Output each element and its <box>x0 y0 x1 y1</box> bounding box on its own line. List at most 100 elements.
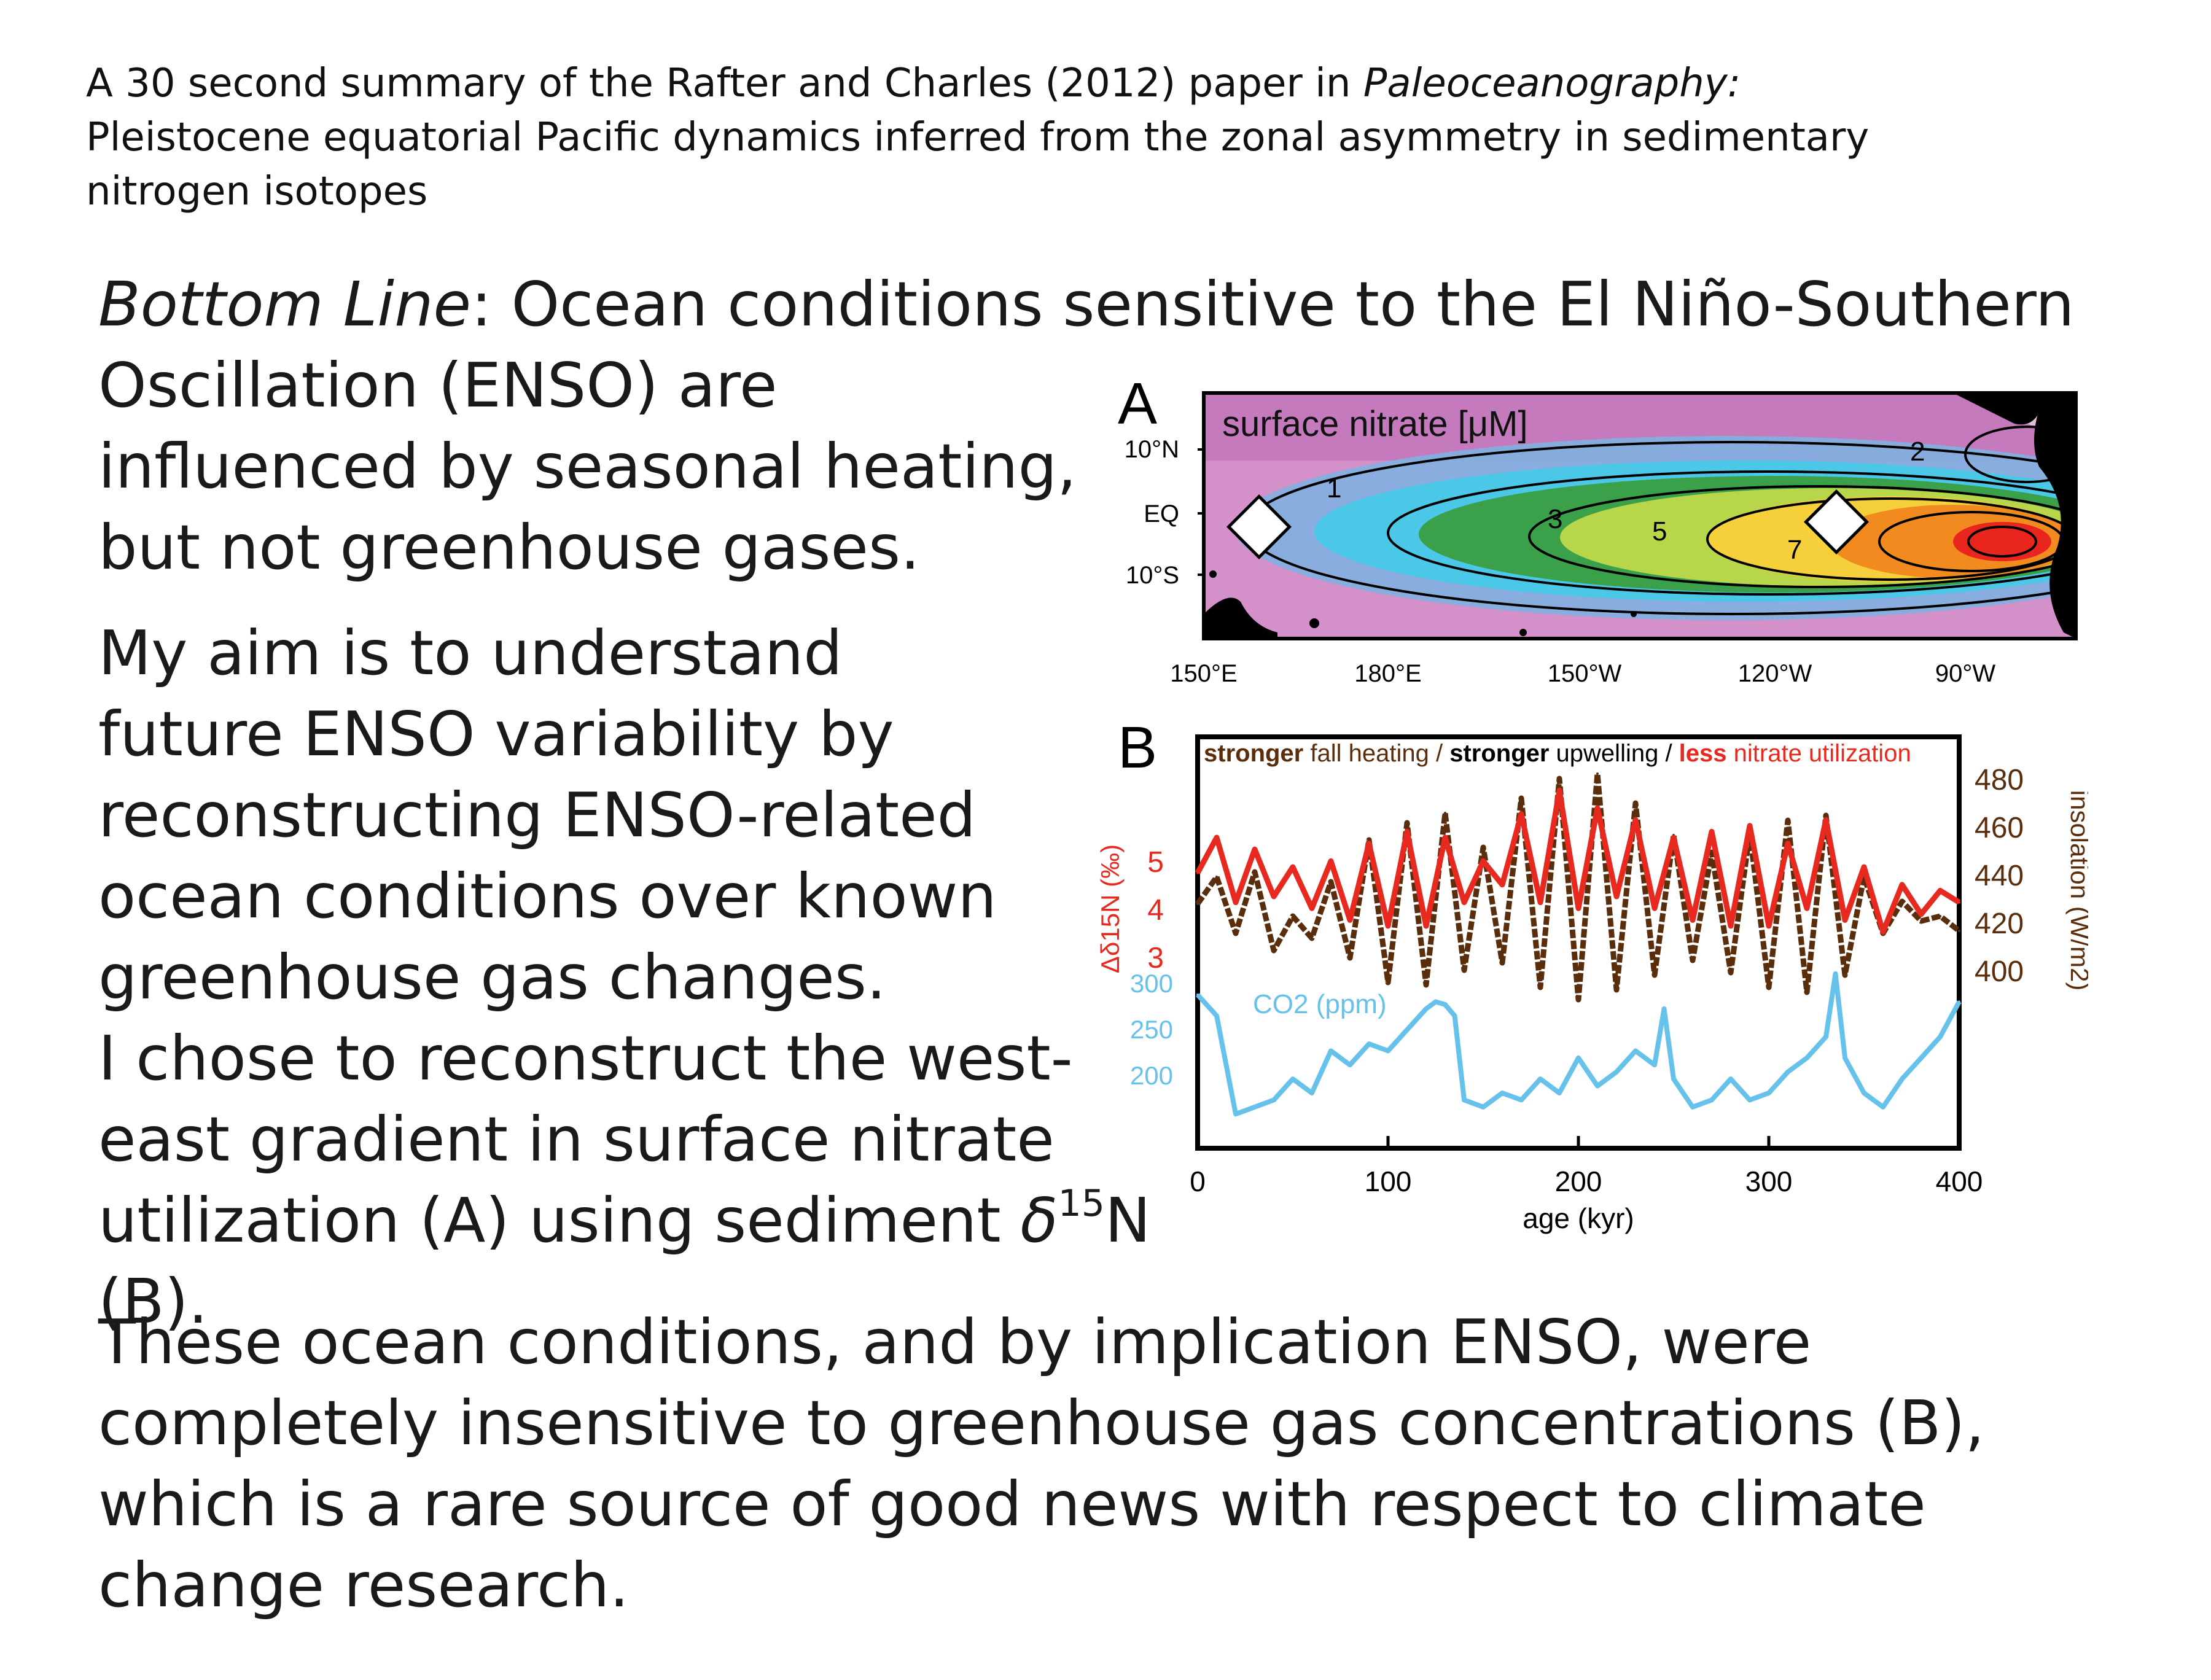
paragraph-2-line: ocean conditions over known <box>98 860 997 932</box>
contour-line <box>1387 470 2076 596</box>
data-point <box>1882 1105 1884 1108</box>
data-point <box>1768 1092 1770 1094</box>
data-point <box>1663 1007 1666 1010</box>
lon-label: 180°E <box>1354 660 1421 687</box>
paragraph-3-line: change research. <box>98 1549 630 1621</box>
insolation-tick-label: 480 <box>1975 764 2024 796</box>
contour-line <box>1528 485 2076 588</box>
data-point <box>1463 1099 1465 1102</box>
data-point <box>1844 974 1846 976</box>
contour-label: 3 <box>1548 504 1562 534</box>
data-point <box>1273 949 1275 952</box>
data-point <box>1844 1056 1846 1059</box>
lon-label: 120°W <box>1738 660 1812 687</box>
data-point <box>1729 1078 1732 1081</box>
data-point <box>1691 1105 1694 1108</box>
paragraph-2-last-line: utilization (A) using sediment δ15N (B). <box>98 1182 1151 1337</box>
data-point <box>1539 986 1542 989</box>
data-point <box>1234 901 1237 904</box>
data-point <box>1806 1056 1808 1059</box>
contour-line <box>1706 497 2076 581</box>
bottom-line: Bottom Line: Ocean conditions sensitive … <box>98 264 2125 345</box>
data-point <box>1596 772 1599 775</box>
data-point <box>1787 819 1789 822</box>
data-point <box>1254 871 1256 873</box>
map-title: surface nitrate [μM] <box>1222 404 1528 444</box>
data-point <box>1825 814 1827 817</box>
series-line-insolation <box>1195 771 1961 1003</box>
data-point <box>1425 1007 1427 1010</box>
data-point <box>1577 1056 1580 1059</box>
data-point <box>1749 824 1751 827</box>
land-island <box>1309 618 1319 628</box>
core-site-west-marker <box>1226 494 1292 560</box>
x-axis-label: age (kyr) <box>1523 1202 1634 1234</box>
data-point <box>1863 1092 1865 1094</box>
contour-line <box>1967 526 2037 558</box>
data-point <box>1958 1000 1960 1003</box>
data-point <box>1368 842 1370 845</box>
lon-label: 150°E <box>1170 660 1237 687</box>
data-point <box>1958 930 1960 932</box>
data-point <box>1349 1064 1351 1067</box>
data-point <box>1520 1099 1523 1102</box>
contour-line <box>1964 426 2076 483</box>
data-point <box>1425 925 1427 927</box>
lon-label: 150°W <box>1548 660 1622 687</box>
data-point <box>1453 1014 1456 1017</box>
data-point <box>1834 972 1837 975</box>
data-point <box>1330 881 1332 883</box>
chart-legend: stronger fall heating / stronger upwelli… <box>1204 740 1911 767</box>
data-point <box>1901 900 1903 903</box>
data-point <box>1311 907 1313 910</box>
paragraph-1-line: but not greenhouse gases. <box>98 511 920 583</box>
land-island <box>1631 611 1637 617</box>
data-point <box>1520 797 1523 799</box>
data-point <box>1444 1003 1446 1006</box>
land-south-america <box>2034 393 2076 639</box>
legend-p1: fall heating / <box>1303 740 1449 767</box>
lat-label: EQ <box>1144 500 1179 527</box>
insolation-tick-label: 400 <box>1975 955 2024 988</box>
data-point <box>1939 889 1941 892</box>
insolation-tick-label: 440 <box>1975 860 2024 892</box>
data-point <box>1196 903 1199 905</box>
data-point <box>1844 919 1846 922</box>
data-point <box>1368 1043 1370 1045</box>
data-point <box>1482 846 1484 849</box>
data-point <box>1444 836 1446 839</box>
header-line-1: A 30 second summary of the Rafter and Ch… <box>86 61 1741 106</box>
data-point <box>1710 851 1713 854</box>
legend-p2-bold: stronger <box>1449 740 1549 767</box>
data-point <box>1463 969 1465 971</box>
insolation-axis-label: insolation (W/m2) <box>2065 790 2088 991</box>
contour-label: 1 <box>1327 473 1341 504</box>
data-point <box>1330 860 1332 863</box>
series-line-d15n <box>1195 787 1961 935</box>
insolation-tick-label: 460 <box>1975 812 2024 844</box>
data-point <box>1196 994 1199 996</box>
core-site-east-marker <box>1803 489 1870 555</box>
data-point <box>1387 1049 1389 1052</box>
insolation-tick-label: 420 <box>1975 908 2024 940</box>
nitrate-field <box>1204 393 2076 639</box>
data-point <box>1672 1078 1675 1081</box>
co2-series-label: CO2 (ppm) <box>1253 989 1387 1019</box>
paragraph-1: Oscillation (ENSO) are influenced by sea… <box>98 345 1142 588</box>
land-island <box>1253 626 1265 639</box>
data-point <box>1387 925 1389 927</box>
data-point <box>1577 907 1580 910</box>
data-point <box>1806 907 1808 910</box>
lat-label: 10°N <box>1125 436 1179 463</box>
data-point <box>1863 866 1865 868</box>
journal-name: Paleoceanography: <box>1363 61 1741 106</box>
contour-label: 7 <box>1787 535 1802 565</box>
data-point <box>1653 974 1656 976</box>
data-point <box>1215 836 1218 839</box>
data-point <box>1958 901 1960 904</box>
data-point <box>1234 932 1237 935</box>
data-point <box>1920 920 1922 922</box>
summary-header: A 30 second summary of the Rafter and Ch… <box>86 56 2113 219</box>
data-point <box>1215 876 1218 878</box>
header-line-2: Pleistocene equatorial Pacific dynamics … <box>86 115 1870 160</box>
